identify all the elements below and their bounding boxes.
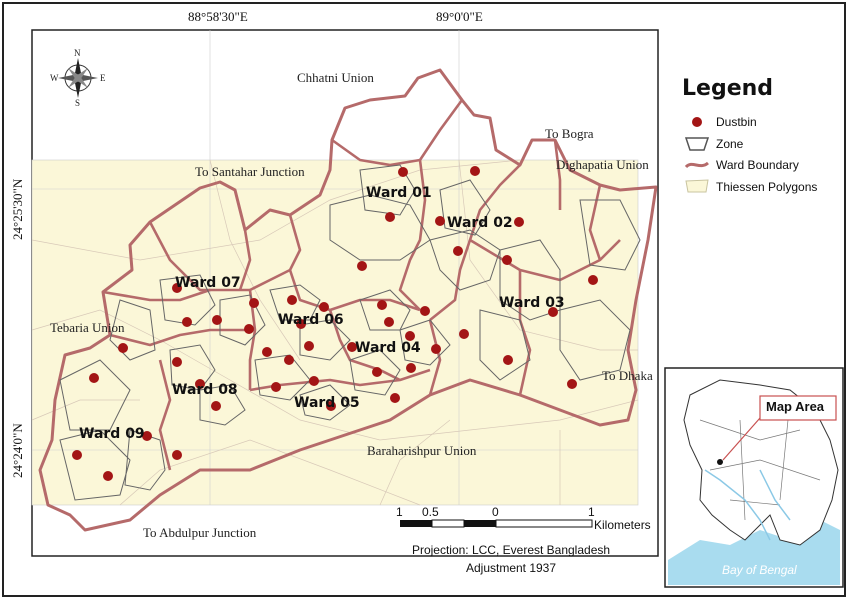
ward-label: Ward 05 xyxy=(294,395,360,411)
latitude-label-2: 24°24'0"N xyxy=(10,423,25,478)
inset-bay-label: Bay of Bengal xyxy=(722,563,797,577)
scale-bar xyxy=(400,519,593,528)
inset-location-marker xyxy=(717,459,723,465)
legend-zone-icon xyxy=(684,137,710,151)
ward-label: Ward 02 xyxy=(447,215,513,231)
inset-map xyxy=(664,367,844,588)
legend-item-zone: Zone xyxy=(716,137,744,151)
ward-label: Ward 07 xyxy=(175,275,241,291)
place-label: To Abdulpur Junction xyxy=(143,525,257,540)
ward-label: Ward 04 xyxy=(355,340,421,356)
scale-tick-label: 0.5 xyxy=(422,505,439,519)
longitude-label-1: 88°58'30"E xyxy=(188,9,248,24)
legend-thiessen-icon xyxy=(685,179,709,193)
legend-ward-boundary-icon xyxy=(684,161,709,169)
place-label: Chhatni Union xyxy=(297,70,374,85)
inset-pointer-line xyxy=(722,417,761,461)
compass-n: N xyxy=(74,48,81,58)
ward-boundary-outline xyxy=(38,68,658,532)
compass-rose-icon xyxy=(58,58,98,98)
inset-district-lines xyxy=(699,399,821,521)
ward-boundaries xyxy=(102,99,621,471)
latitude-label-1: 24°25'30"N xyxy=(10,178,25,240)
place-label: Baraharishpur Union xyxy=(367,443,477,458)
legend-item-dustbin: Dustbin xyxy=(716,115,757,129)
place-label: To Santahar Junction xyxy=(195,164,305,179)
thiessen-polygons-area xyxy=(31,159,639,506)
zone-lines xyxy=(59,164,641,501)
legend-symbols xyxy=(684,117,710,193)
legend-dustbin-icon xyxy=(692,117,702,127)
dustbin-points xyxy=(72,166,598,481)
compass-s: S xyxy=(75,98,81,108)
place-label: To Bogra xyxy=(545,126,594,141)
place-label: Dighapatia Union xyxy=(556,157,649,172)
scale-tick-label: 1 xyxy=(588,505,595,519)
projection-line-2: Adjustment 1937 xyxy=(465,561,557,575)
compass-w: W xyxy=(50,73,59,83)
legend-title: Legend xyxy=(682,76,774,101)
scale-unit: Kilometers xyxy=(594,518,651,532)
projection-line-1: Projection: LCC, Everest Bangladesh xyxy=(411,543,611,557)
scale-tick-label: 1 xyxy=(396,505,403,519)
thiessen-lines xyxy=(31,159,639,506)
inset-river-lines xyxy=(704,469,791,541)
projection-note: Projection: LCC, Everest Bangladesh Adju… xyxy=(396,541,626,577)
inset-map-area-box xyxy=(759,395,837,421)
longitude-label-2: 89°0'0"E xyxy=(436,9,483,24)
legend-item-ward-boundary: Ward Boundary xyxy=(716,158,799,172)
ward-label: Ward 03 xyxy=(499,295,565,311)
scale-tick-label: 0 xyxy=(492,505,499,519)
place-label: To Dhaka xyxy=(602,368,653,383)
ward-label: Ward 09 xyxy=(79,426,145,442)
inset-map-area-label: Map Area xyxy=(766,399,825,414)
legend-item-thiessen: Thiessen Polygons xyxy=(716,180,818,194)
ward-label: Ward 01 xyxy=(366,185,432,201)
place-label: Tebaria Union xyxy=(50,320,125,335)
compass-e: E xyxy=(100,73,106,83)
ward-label: Ward 08 xyxy=(172,382,238,398)
ward-label: Ward 06 xyxy=(278,312,344,328)
